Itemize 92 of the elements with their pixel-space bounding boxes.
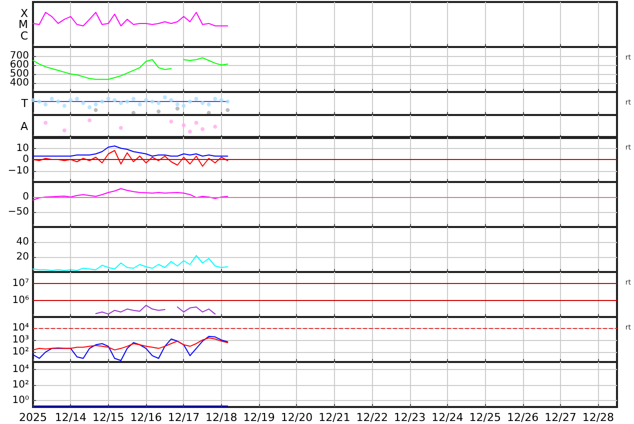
point [37,100,42,104]
point [156,100,161,105]
point [50,96,54,101]
point [131,96,136,101]
point [169,119,174,124]
point [200,100,205,105]
x-tick-label: 12/19 [243,411,275,424]
line-series [32,188,228,200]
point [94,108,98,112]
point [112,98,117,102]
point [175,102,180,106]
point [118,100,123,105]
x-tick-label: 12/27 [544,411,576,424]
line-series [32,146,228,157]
text: X [20,6,28,20]
x-tick-label: 12/24 [432,411,464,424]
y-tick-label: 40 [16,236,29,248]
point [138,102,142,106]
point [44,102,48,106]
x-tick-label: 12/23 [394,411,426,424]
x-tick-label: 12/17 [168,411,200,424]
y-tick-label: 10³ [12,334,29,346]
point [194,120,198,124]
point [68,98,73,102]
point [144,98,148,102]
x-tick-label: 12/28 [582,411,614,424]
point [94,102,98,106]
point [150,100,154,104]
x-tick-label: 12/22 [356,411,388,424]
y-tick-label: 0 [22,154,29,165]
point [44,120,48,124]
point [88,118,92,122]
point [118,125,123,130]
point [74,96,79,101]
x-tick-label: 12/18 [206,411,238,424]
point [175,106,180,111]
y-tick-label: 600 [10,60,29,70]
x-tick-label: 12/15 [92,411,124,424]
point [106,96,110,101]
y-tick-label: 400 [10,78,29,88]
y-tick-label: 700 [10,50,29,62]
point [31,98,35,102]
line-series [32,255,228,271]
point [188,129,192,134]
point [100,100,104,104]
point [81,100,86,105]
x-tick-label: 2025 [19,411,47,424]
text: M [18,18,28,31]
point [62,104,66,108]
y-tick-label: 0 [22,192,29,202]
point [188,100,192,104]
x-tick-label: 12/14 [54,411,87,424]
y-tick-label: 10 [16,142,29,154]
y-tick-label: 10⁰ [12,395,29,406]
point [200,126,205,131]
x-tick-label: 12/25 [469,411,501,424]
y-tick-label: −10 [8,165,29,176]
x-tick-label: 12/26 [506,411,539,424]
point [156,109,161,114]
y-tick-label: 500 [10,68,29,80]
line-series [32,337,228,350]
point [206,102,211,106]
y-tick-label: 10² [12,346,29,358]
y-tick-label: 10⁷ [12,278,29,290]
y-tick-label: −50 [8,206,29,218]
point [56,100,60,104]
text: A [20,119,28,132]
line-series [32,336,228,361]
point [226,108,230,112]
point [62,128,66,132]
y-tick-label: 10⁴ [12,364,29,376]
point [219,98,224,102]
point [88,105,92,110]
point [194,96,198,101]
point [125,100,130,104]
point [213,96,218,101]
y-tick-label: 10⁶ [12,294,29,306]
y-tick-label: 10⁴ [12,322,29,334]
text: T [20,96,28,110]
text: C [20,29,28,42]
y-tick-label: 20 [16,252,29,262]
line-series [32,150,228,167]
point [162,95,167,100]
point [213,124,218,128]
point [169,98,174,102]
point [182,122,186,127]
point [226,100,230,104]
x-tick-label: 12/21 [318,411,350,424]
x-tick-label: 12/20 [280,411,313,424]
point [182,104,186,108]
x-tick-label: 12/16 [130,411,162,424]
y-tick-label: 10² [12,380,29,391]
